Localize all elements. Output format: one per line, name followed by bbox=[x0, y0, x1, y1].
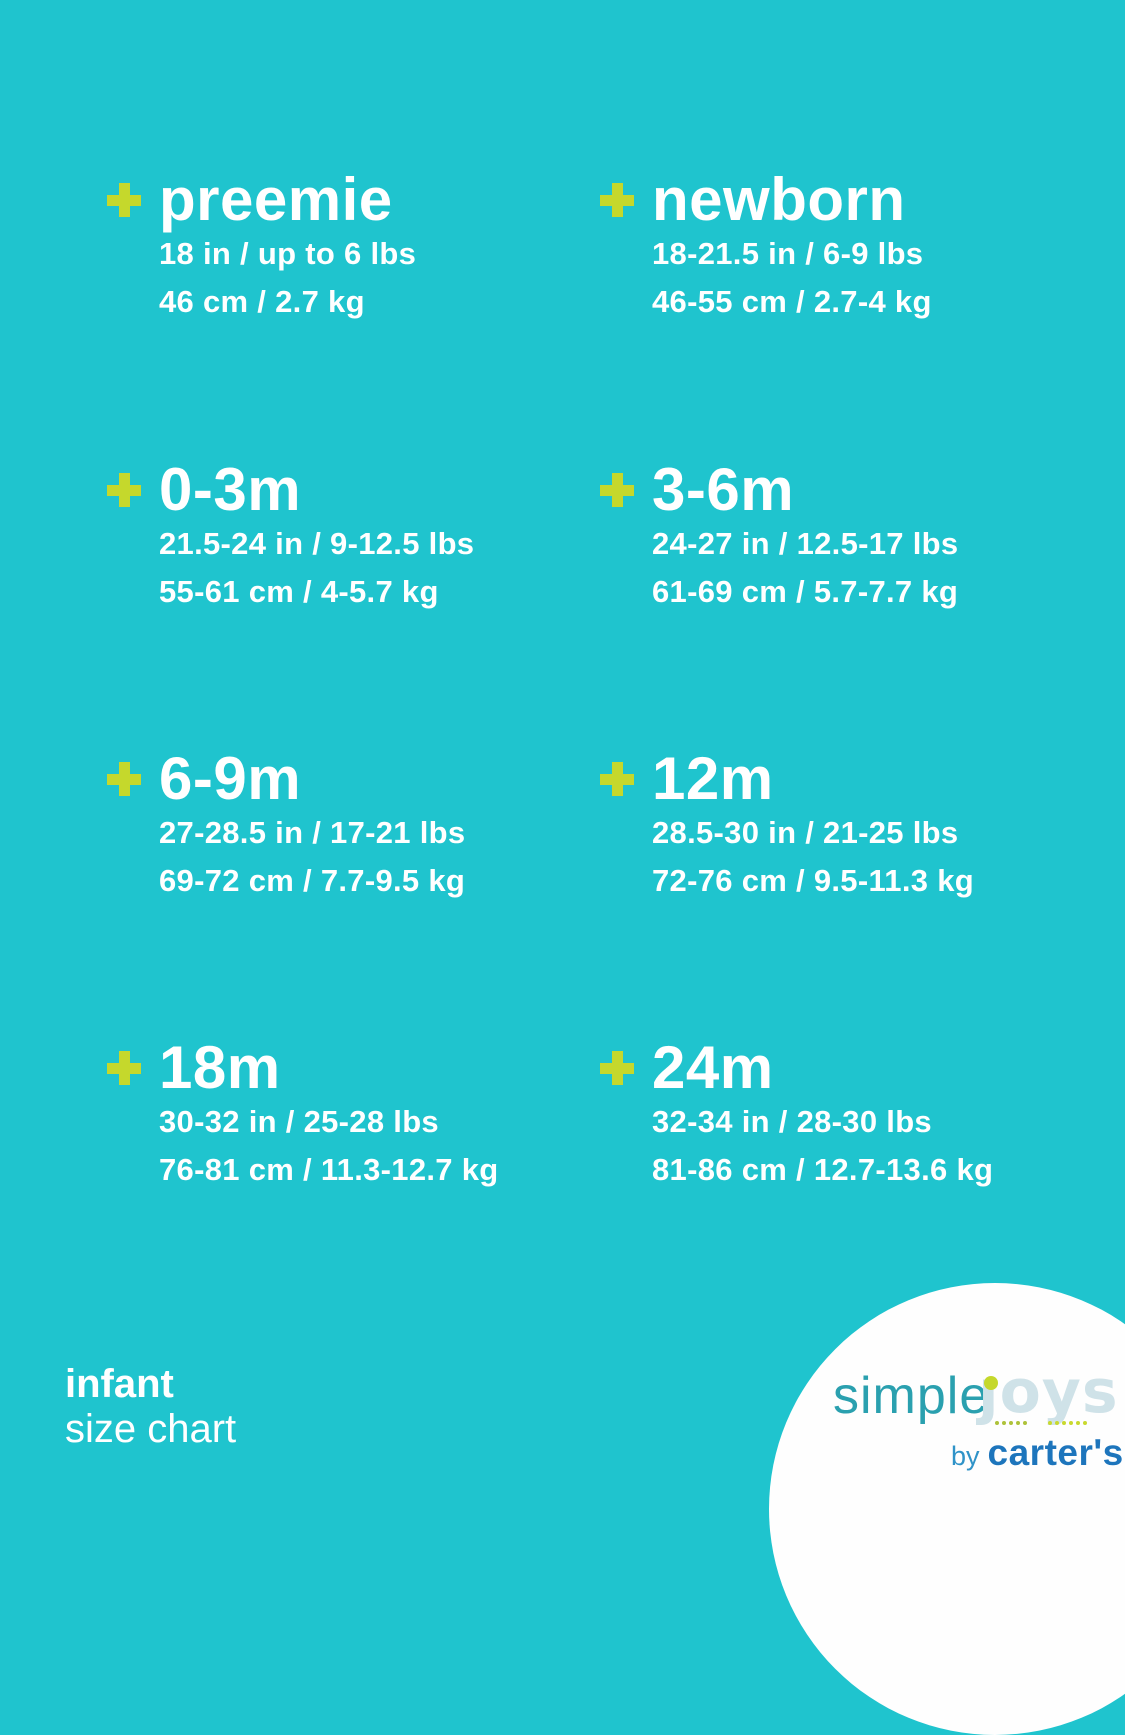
plus-icon bbox=[107, 183, 141, 217]
plus-icon bbox=[600, 1051, 634, 1085]
size-metric: 46 cm / 2.7 kg bbox=[159, 284, 365, 319]
size-imperial: 30-32 in / 25-28 lbs bbox=[159, 1104, 439, 1139]
infant-size-chart-page: preemie 18 in / up to 6 lbs 46 cm / 2.7 … bbox=[65, 170, 1125, 1735]
size-entry-6-9m: 6-9m 27-28.5 in / 17-21 lbs 69-72 cm / 7… bbox=[107, 749, 577, 905]
logo-dots-left-icon bbox=[995, 1421, 1027, 1425]
size-metric: 55-61 cm / 4-5.7 kg bbox=[159, 574, 439, 609]
size-imperial: 28.5-30 in / 21-25 lbs bbox=[652, 815, 959, 850]
size-entry-18m: 18m 30-32 in / 25-28 lbs 76-81 cm / 11.3… bbox=[107, 1038, 577, 1194]
size-imperial: 32-34 in / 28-30 lbs bbox=[652, 1104, 932, 1139]
size-label: 0-3m bbox=[159, 456, 302, 523]
size-label: 3-6m bbox=[652, 456, 795, 523]
logo-joys-text: ȷoys bbox=[978, 1362, 1119, 1422]
joys-dot-icon bbox=[984, 1376, 998, 1390]
size-entry-24m: 24m 32-34 in / 28-30 lbs 81-86 cm / 12.7… bbox=[600, 1038, 1070, 1194]
size-metric: 46-55 cm / 2.7-4 kg bbox=[652, 284, 932, 319]
size-metric: 81-86 cm / 12.7-13.6 kg bbox=[652, 1152, 994, 1187]
plus-icon bbox=[107, 1051, 141, 1085]
size-label: 6-9m bbox=[159, 745, 302, 812]
size-entry-newborn: newborn 18-21.5 in / 6-9 lbs 46-55 cm / … bbox=[600, 170, 1070, 326]
size-label: preemie bbox=[159, 166, 393, 233]
size-label: 18m bbox=[159, 1034, 281, 1101]
size-label: 24m bbox=[652, 1034, 774, 1101]
size-metric: 76-81 cm / 11.3-12.7 kg bbox=[159, 1152, 499, 1187]
size-entry-preemie: preemie 18 in / up to 6 lbs 46 cm / 2.7 … bbox=[107, 170, 577, 326]
chart-footer-label: infant size chart bbox=[65, 1362, 236, 1452]
size-imperial: 24-27 in / 12.5-17 lbs bbox=[652, 526, 959, 561]
plus-icon bbox=[600, 183, 634, 217]
size-entry-0-3m: 0-3m 21.5-24 in / 9-12.5 lbs 55-61 cm / … bbox=[107, 460, 577, 616]
logo-joys-word: ȷoys bbox=[978, 1357, 1119, 1427]
logo-simple-text: simple bbox=[833, 1367, 990, 1425]
plus-icon bbox=[600, 473, 634, 507]
plus-icon bbox=[600, 762, 634, 796]
size-entry-3-6m: 3-6m 24-27 in / 12.5-17 lbs 61-69 cm / 5… bbox=[600, 460, 1070, 616]
footer-title: infant bbox=[65, 1362, 174, 1406]
brand-logo-circle bbox=[769, 1283, 1125, 1735]
size-imperial: 18-21.5 in / 6-9 lbs bbox=[652, 236, 924, 271]
footer-subtitle: size chart bbox=[65, 1407, 237, 1451]
size-entry-12m: 12m 28.5-30 in / 21-25 lbs 72-76 cm / 9.… bbox=[600, 749, 1070, 905]
logo-byline: by carter's ™ bbox=[951, 1432, 1125, 1474]
logo-carters-text: carter's bbox=[987, 1432, 1124, 1473]
size-imperial: 21.5-24 in / 9-12.5 lbs bbox=[159, 526, 475, 561]
size-metric: 61-69 cm / 5.7-7.7 kg bbox=[652, 574, 959, 609]
plus-icon bbox=[107, 762, 141, 796]
size-imperial: 18 in / up to 6 lbs bbox=[159, 236, 417, 271]
plus-icon bbox=[107, 473, 141, 507]
size-label: newborn bbox=[652, 166, 906, 233]
size-metric: 72-76 cm / 9.5-11.3 kg bbox=[652, 863, 974, 898]
size-label: 12m bbox=[652, 745, 774, 812]
size-metric: 69-72 cm / 7.7-9.5 kg bbox=[159, 863, 466, 898]
logo-by-text: by bbox=[951, 1441, 980, 1471]
size-imperial: 27-28.5 in / 17-21 lbs bbox=[159, 815, 466, 850]
logo-dots-right-icon bbox=[1048, 1421, 1087, 1425]
